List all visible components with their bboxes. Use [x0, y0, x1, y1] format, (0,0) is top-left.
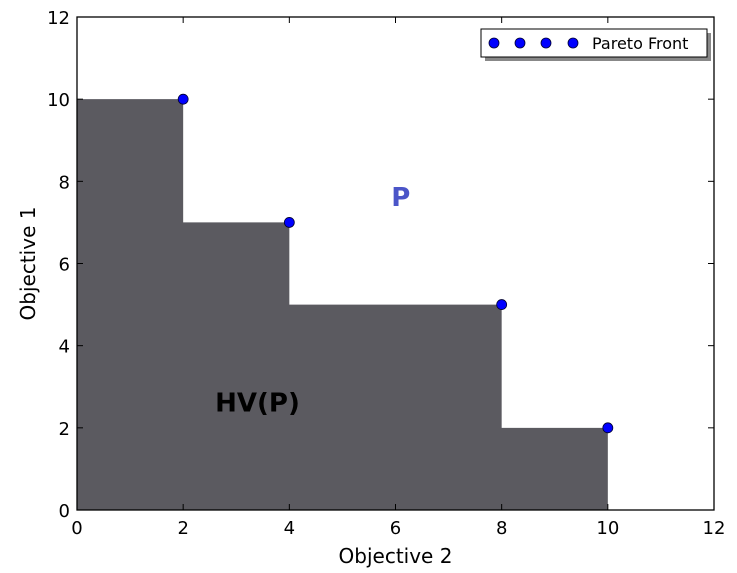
tick-layer: 0 2 4 6 8 10 12 0 2 4 6 8 10 12	[47, 8, 725, 539]
x-tick-label: 8	[496, 518, 507, 539]
y-tick-label: 12	[47, 8, 70, 29]
pareto-front-points	[177, 93, 614, 434]
x-tick-label: 6	[390, 518, 401, 539]
legend-marker	[488, 37, 500, 49]
x-tick-label: 4	[284, 518, 295, 539]
hypervolume-region	[77, 99, 608, 511]
y-axis-title: Objective 1	[16, 207, 40, 321]
annotation-layer: HV(P) P	[215, 183, 410, 418]
pareto-point	[283, 217, 295, 228]
y-tick-label: 10	[47, 90, 70, 111]
y-tick-label: 8	[59, 172, 70, 193]
legend-marker	[540, 37, 552, 49]
legend-marker	[514, 37, 526, 49]
pareto-point	[602, 422, 614, 434]
pareto-point	[177, 93, 189, 105]
y-tick-label: 2	[59, 419, 70, 440]
y-tick-label: 0	[59, 501, 70, 522]
hypervolume-region-layer	[77, 99, 608, 511]
annotation-hv: HV(P)	[215, 388, 300, 418]
annotation-p: P	[391, 183, 410, 213]
x-tick-label: 10	[596, 518, 619, 539]
legend-marker	[567, 37, 579, 49]
y-tick-label: 4	[59, 337, 70, 358]
x-tick-label: 2	[177, 518, 188, 539]
legend-markers	[488, 37, 579, 49]
legend-label-pareto-front: Pareto Front	[592, 34, 688, 53]
legend: Pareto Front	[480, 28, 711, 61]
x-tick-label: 0	[71, 518, 82, 539]
x-axis-title: Objective 2	[339, 544, 453, 568]
y-tick-label: 6	[59, 255, 70, 276]
x-tick-label: 12	[703, 518, 726, 539]
pareto-point	[496, 299, 508, 310]
